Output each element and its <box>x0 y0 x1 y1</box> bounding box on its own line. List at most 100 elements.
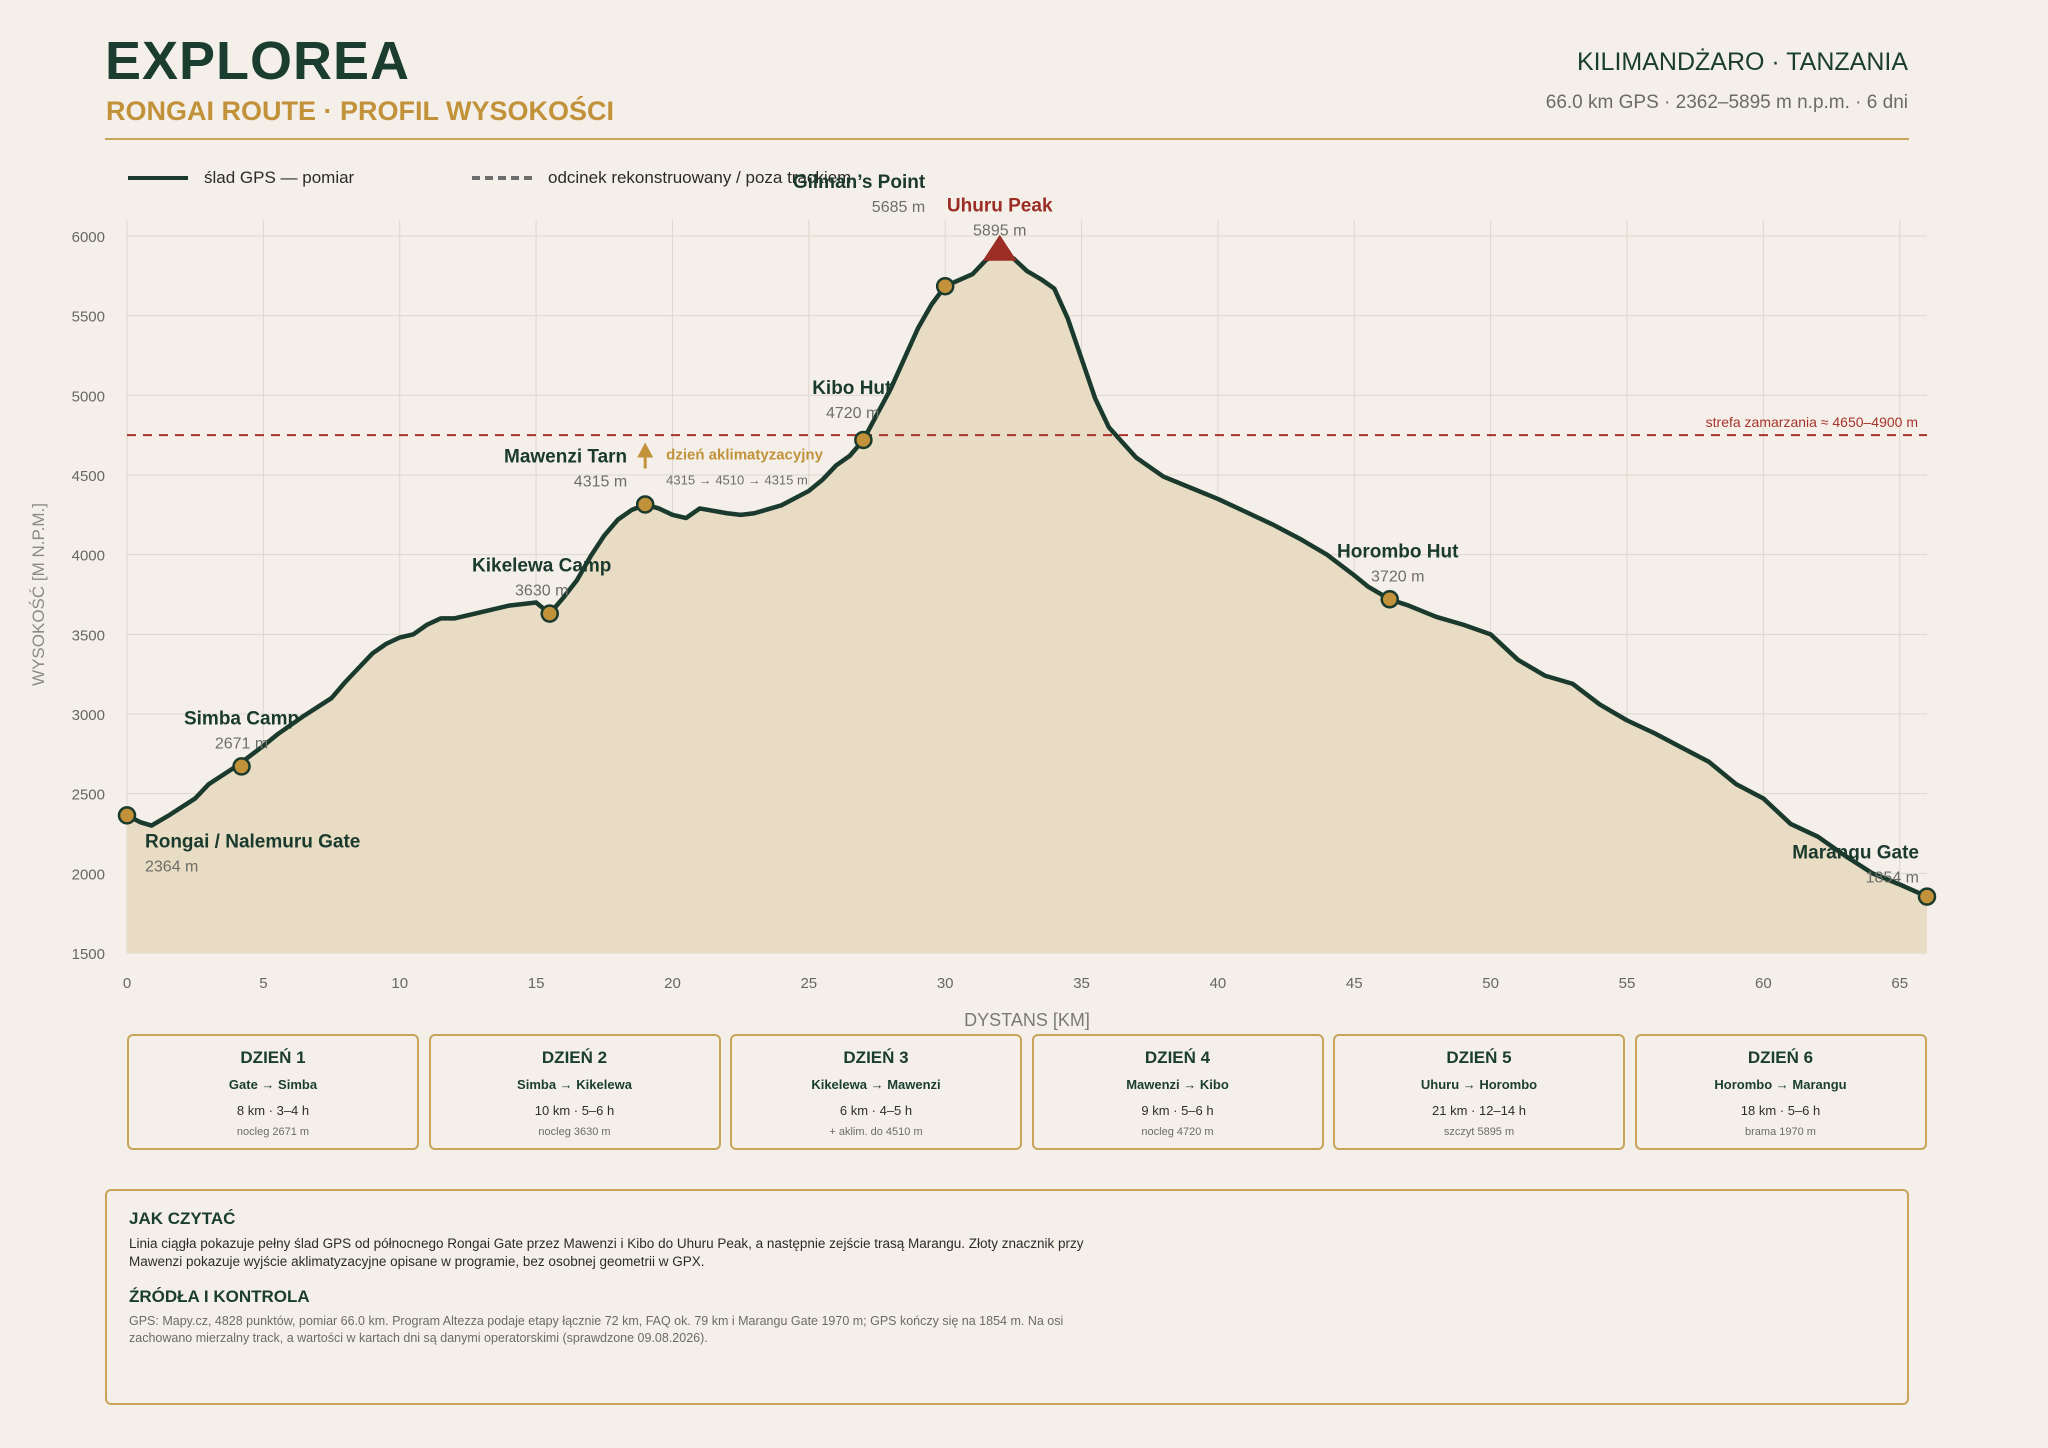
elevation-area <box>127 252 1927 954</box>
y-tick-label: 4000 <box>72 548 105 565</box>
day-card: DZIEŃ 2 Simba → Kikelewa 10 km · 5–6 h nocl… <box>428 1034 721 1150</box>
waypoint-name: Mawenzi Tarn <box>504 446 627 467</box>
waypoint-altitude: 4315 m <box>574 473 627 490</box>
y-tick-label: 5500 <box>72 309 105 326</box>
chart-subtitle: RONGAI ROUTE · PROFIL WYSOKOŚCI <box>106 96 615 126</box>
x-tick-label: 45 <box>1346 975 1363 992</box>
y-tick-label: 2000 <box>72 866 105 883</box>
day-card: DZIEŃ 5 Uhuru → Horombo 21 km · 12–14 h szc… <box>1333 1034 1625 1150</box>
day-distance: 8 km · 3–4 h <box>236 1103 310 1118</box>
waypoint-marker <box>635 495 655 514</box>
legend-reconstructed: odcinek rekonstruowany / poza trackiem <box>472 166 851 190</box>
y-tick-label: 1500 <box>72 946 105 963</box>
day-distance: 21 km · 12–14 h <box>1432 1103 1526 1118</box>
legend-dashed-line-icon <box>472 176 532 180</box>
x-tick-label: 55 <box>1619 975 1636 992</box>
waypoint-name: Simba Camp <box>184 708 299 729</box>
x-tick-label: 40 <box>1210 975 1227 992</box>
x-tick-label: 20 <box>664 975 681 992</box>
day-route: Horombo → Marangu <box>1714 1077 1847 1092</box>
y-tick-label: 3000 <box>72 707 105 724</box>
y-axis-label: WYSOKOŚĆ [M N.P.M.] <box>29 503 48 686</box>
legend-gps-label: ślad GPS — pomiar <box>204 168 355 187</box>
day-distance: 18 km · 5–6 h <box>1740 1103 1821 1118</box>
waypoint-altitude: 3720 m <box>1371 568 1424 585</box>
route-meta: 66.0 km GPS · 2362–5895 m n.p.m. · 6 dni <box>1545 92 1908 113</box>
legend-gps: ślad GPS — pomiar <box>128 166 354 190</box>
header-divider <box>105 138 1909 140</box>
waypoint-marker <box>232 757 251 776</box>
elevation-chart: 1500200025003000350040004500500055006000… <box>29 172 1937 1030</box>
x-tick-label: 50 <box>1482 975 1499 992</box>
waypoint-altitude: 4720 m <box>826 405 879 422</box>
x-tick-label: 35 <box>1073 975 1090 992</box>
y-tick-label: 2500 <box>72 787 105 804</box>
y-tick-label: 6000 <box>72 229 105 246</box>
acclimatization-title: dzień aklimatyzacyjny <box>666 446 823 463</box>
waypoint-name: Horombo Hut <box>1337 541 1459 562</box>
waypoint-name: Rongai / Nalemuru Gate <box>145 831 360 852</box>
day-card: DZIEŃ 6 Horombo → Marangu 18 km · 5–6 h bra… <box>1634 1034 1927 1150</box>
summit-altitude: 5895 m <box>973 223 1026 240</box>
x-axis-label: DYSTANS [KM] <box>964 1010 1090 1030</box>
day-title: DZIEŃ 2 <box>541 1048 608 1067</box>
day-title: DZIEŃ 4 <box>1144 1048 1211 1067</box>
day-note: nocleg 3630 m <box>538 1126 611 1138</box>
waypoint-altitude: 1854 m <box>1866 870 1919 887</box>
waypoint-name: Kikelewa Camp <box>472 556 611 577</box>
day-title: DZIEŃ 5 <box>1446 1048 1512 1067</box>
legend-solid-line-icon <box>128 176 188 180</box>
x-tick-label: 0 <box>123 975 131 992</box>
waypoint-altitude: 2364 m <box>145 858 198 875</box>
gps-track-line <box>124 250 1930 899</box>
sources-text: GPS: Mapy.cz, 4828 punktów, pomiar 66.0 … <box>129 1314 1064 1345</box>
x-tick-label: 30 <box>937 975 954 992</box>
waypoint-marker <box>935 276 955 296</box>
waypoint-marker <box>1917 887 1937 906</box>
how-to-read-heading: JAK CZYTAĆ <box>129 1209 236 1228</box>
waypoint-marker <box>854 430 873 450</box>
day-note: nocleg 2671 m <box>236 1126 310 1138</box>
day-distance: 9 km · 5–6 h <box>1141 1103 1214 1118</box>
day-card: DZIEŃ 1 Gate → Simba 8 km · 3–4 h nocleg 26… <box>127 1034 419 1150</box>
x-tick-label: 60 <box>1755 975 1772 992</box>
waypoint-marker <box>540 604 559 623</box>
waypoint-altitude: 5685 m <box>872 199 925 216</box>
day-distance: 10 km · 5–6 h <box>534 1103 615 1118</box>
day-route: Mawenzi → Kibo <box>1126 1077 1229 1092</box>
day-note: szczyt 5895 m <box>1443 1126 1515 1138</box>
day-card: DZIEŃ 3 Kikelewa → Mawenzi 6 km · 4–5 h + a… <box>730 1034 1022 1150</box>
sources-heading: ŹRÓDŁA I KONTROLA <box>129 1287 310 1306</box>
day-note: brama 1970 m <box>1745 1126 1816 1138</box>
freezing-line-label: strefa zamarzania ≈ 4650–4900 m <box>1706 414 1918 430</box>
summit-triangle-icon <box>982 234 1017 261</box>
day-route: Gate → Simba <box>228 1077 318 1092</box>
x-tick-label: 10 <box>391 975 408 992</box>
location-label: KILIMANDŻARO · TANZANIA <box>1576 48 1908 76</box>
legend-reconstructed-label: odcinek rekonstruowany / poza trackiem <box>548 168 852 187</box>
y-tick-label: 4500 <box>72 468 105 485</box>
x-tick-label: 25 <box>800 975 817 992</box>
how-to-read-text: Linia ciągła pokazuje pełny ślad GPS od … <box>129 1236 1084 1269</box>
acclimatization-detail: 4315 → 4510 → 4315 m <box>666 472 808 487</box>
day-route: Kikelewa → Mawenzi <box>811 1077 941 1092</box>
waypoint-altitude: 2671 m <box>215 735 268 752</box>
x-tick-label: 5 <box>259 975 267 992</box>
notes-panel: JAK CZYTAĆ Linia ciągła pokazuje pełny ś… <box>105 1189 1909 1405</box>
day-note: nocleg 4720 m <box>1141 1126 1214 1138</box>
waypoint-altitude: 3630 m <box>515 583 568 600</box>
x-tick-label: 65 <box>1891 975 1908 992</box>
day-route: Uhuru → Horombo <box>1420 1077 1538 1092</box>
y-tick-label: 3500 <box>72 627 105 644</box>
day-note: + aklim. do 4510 m <box>829 1126 923 1138</box>
day-title: DZIEŃ 3 <box>843 1048 909 1067</box>
y-tick-label: 5000 <box>72 388 105 405</box>
summit-name: Uhuru Peak <box>947 196 1053 217</box>
brand-title: EXPLOREA <box>105 31 411 91</box>
waypoint-marker <box>1380 590 1399 609</box>
day-route: Simba → Kikelewa <box>517 1077 632 1092</box>
waypoint-name: Kibo Hut <box>812 378 892 399</box>
day-title: DZIEŃ 1 <box>240 1048 306 1067</box>
waypoint-name: Gilman’s Point <box>793 172 926 193</box>
acclimatization-arrow-icon <box>637 442 654 458</box>
